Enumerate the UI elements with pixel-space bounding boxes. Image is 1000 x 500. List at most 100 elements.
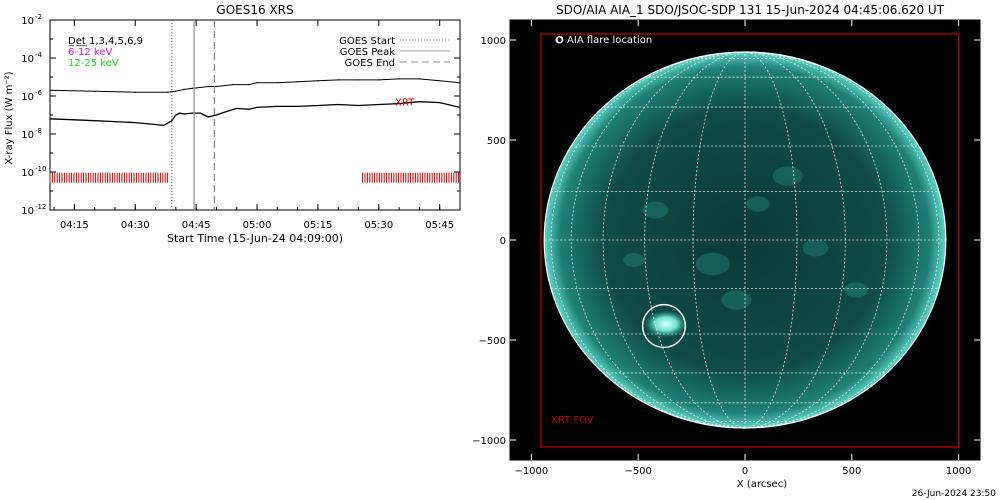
goes-data-point [199, 112, 201, 114]
goes-data-point [248, 84, 250, 86]
goes-data-point [297, 81, 299, 83]
goes-data-point [191, 112, 193, 114]
goes-data-point [248, 108, 250, 110]
goes-data-point [276, 82, 278, 84]
aia-x-tick-label: 0 [742, 466, 748, 477]
aia-legend-text: O AIA flare location [556, 35, 652, 46]
goes-data-point [439, 80, 441, 82]
aia-x-axis: −1000 −500 0 500 1000 [514, 20, 971, 477]
aia-flare-glow [643, 310, 688, 338]
aia-y-tick-label: 0 [500, 236, 506, 247]
goes-data-point [114, 121, 116, 123]
goes-data-point [199, 86, 201, 89]
goes-data-point [398, 103, 400, 105]
goes-x-axis: 04:15 04:30 04:45 05:00 05:15 05:30 05:45 [53, 20, 461, 231]
aia-y-tick-label: −500 [479, 336, 506, 347]
aia-x-tick-label: 1000 [946, 466, 971, 477]
goes-data-point [134, 91, 136, 93]
goes-data-point [167, 91, 169, 93]
goes-x-tick-label: 05:30 [364, 220, 393, 231]
goes-y-tick-label: 10 [21, 206, 34, 217]
goes-data-point [215, 85, 218, 88]
goes-data-point [337, 79, 339, 81]
aia-y-tick-label: 500 [487, 136, 506, 147]
goes-data-point [357, 79, 360, 81]
aia-x-axis-label: X (arcsec) [737, 479, 787, 490]
goes-data-point [276, 105, 278, 108]
goes-data-point [183, 113, 185, 115]
aia-flare-location-circle [641, 303, 687, 349]
goes-data-point [49, 89, 51, 91]
goes-data-point [163, 124, 165, 127]
aia-legend: O AIA flare location [555, 35, 652, 46]
goes-x-tick-label: 04:30 [121, 220, 150, 231]
aia-longitude-line [570, 51, 746, 429]
goes-channel-legend-item: 12-25 keV [68, 58, 119, 69]
goes-data-point [191, 87, 193, 89]
goes-data-point [337, 103, 339, 106]
goes-marker-legend-label: GOES End [345, 58, 395, 69]
aia-bright-region [802, 239, 829, 257]
aia-bright-region [772, 166, 803, 186]
goes-data-point [232, 84, 234, 86]
goes-data-point [207, 85, 209, 88]
goes-series-group [49, 78, 461, 127]
goes-data-point [183, 88, 185, 90]
aia-longitude-line [744, 51, 798, 429]
aia-longitude-line [744, 51, 920, 429]
goes-data-point [236, 107, 238, 109]
goes-data-point [256, 82, 258, 84]
goes-y-tick-exponent: -8 [35, 127, 42, 135]
goes-y-tick-label: 10 [21, 16, 34, 27]
goes-data-point [398, 78, 400, 80]
aia-bright-region [721, 290, 752, 310]
goes-data-point [459, 106, 461, 108]
goes-chart-title: GOES16 XRS [216, 3, 293, 17]
goes-data-point [317, 80, 319, 82]
goes-data-point [171, 120, 173, 122]
goes-data-point [317, 104, 319, 107]
goes-data-point [94, 90, 96, 92]
aia-y-tick-label: −1000 [472, 436, 506, 447]
goes-x-tick-label: 05:15 [304, 220, 333, 231]
goes-y-tick-label: 10 [21, 168, 34, 179]
goes-event-markers [171, 20, 216, 210]
aia-x-tick-label: −500 [624, 466, 651, 477]
goes-y-tick-exponent: -10 [35, 165, 46, 173]
xrt-fov-box [540, 33, 960, 448]
goes-data-point [297, 105, 299, 108]
aia-bright-region [844, 282, 868, 298]
aia-longitude-line [744, 51, 940, 429]
aia-bright-region [746, 196, 770, 212]
goes-marker-legend-label: GOES Start [339, 36, 395, 47]
goes-data-point [134, 122, 136, 124]
goes-marker-legend-label: GOES Peak [340, 47, 395, 58]
goes-x-axis-label: Start Time (15-Jun-24 04:09:00) [167, 232, 343, 245]
goes-data-point [357, 104, 360, 107]
aia-longitude-line [644, 51, 746, 429]
goes-y-tick-exponent: -4 [35, 51, 43, 59]
goes-series-long [49, 78, 461, 93]
aia-image-panel: SDO/AIA AIA_1 SDO/JSOC-SDP 131 15-Jun-20… [472, 3, 981, 490]
aia-bright-region [695, 252, 731, 276]
goes-data-point [418, 101, 421, 103]
aia-heliographic-grid [543, 51, 947, 429]
goes-channel-legend-item: D̲e̲t̲ 1,3,4,5,6,9 [68, 36, 143, 47]
aia-bright-region [623, 253, 645, 267]
aia-longitude-line [692, 51, 746, 429]
goes-y-tick-exponent: -12 [35, 203, 46, 211]
goes-data-point [378, 103, 380, 106]
footer-timestamp: 26-Jun-2024 23:50 [912, 489, 996, 499]
goes-data-point [175, 114, 177, 116]
aia-x-tick-label: 500 [842, 466, 861, 477]
goes-channel-legend-item: 6-12 keV [68, 47, 112, 58]
goes-x-tick-label: 05:00 [243, 220, 272, 231]
goes-data-point [378, 79, 380, 81]
goes-data-point [215, 114, 218, 116]
goes-y-tick-exponent: -6 [35, 89, 43, 97]
aia-limb [543, 51, 947, 429]
